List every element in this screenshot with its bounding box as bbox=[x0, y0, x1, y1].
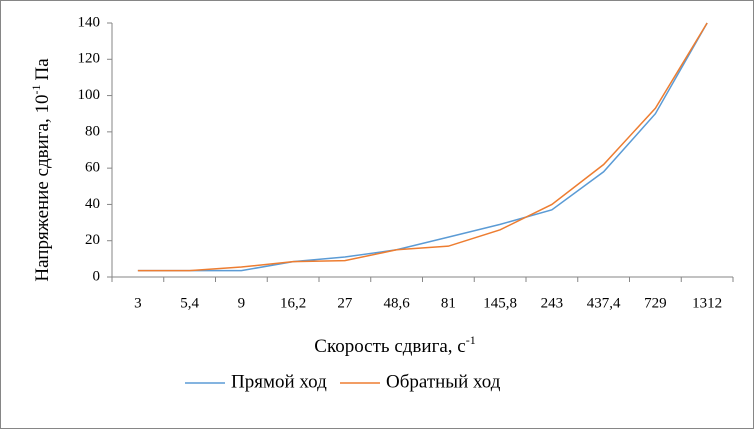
x-tick-label: 729 bbox=[644, 295, 667, 311]
y-tick-label: 100 bbox=[78, 87, 101, 103]
y-tick-label: 80 bbox=[85, 123, 100, 139]
legend-label: Прямой ход bbox=[231, 371, 327, 392]
x-tick-label: 9 bbox=[238, 295, 246, 311]
y-tick-label: 60 bbox=[85, 160, 100, 176]
x-tick-label: 145,8 bbox=[483, 295, 517, 311]
y-axis-title: Напряжение сдвига, 10-1 Па bbox=[29, 58, 54, 282]
x-tick-label: 5,4 bbox=[180, 295, 199, 311]
y-tick-label: 40 bbox=[85, 196, 100, 212]
x-axis-title: Скорость сдвига, с-1 bbox=[314, 333, 475, 358]
y-tick-label: 0 bbox=[93, 268, 101, 284]
y-tick-label: 120 bbox=[78, 51, 101, 67]
x-tick-label: 48,6 bbox=[384, 295, 411, 311]
y-title-unit: Па bbox=[32, 58, 53, 81]
x-tick-label: 27 bbox=[337, 295, 353, 311]
x-title-sup: -1 bbox=[466, 333, 476, 347]
x-tick-label: 437,4 bbox=[587, 295, 621, 311]
series-line bbox=[137, 22, 708, 272]
x-tick-label: 243 bbox=[541, 295, 564, 311]
y-tick-label: 20 bbox=[85, 232, 100, 248]
x-tick-label: 3 bbox=[134, 295, 142, 311]
x-tick-label: 1312 bbox=[692, 295, 722, 311]
x-title-main: Скорость сдвига, с bbox=[314, 336, 465, 357]
y-tick-label: 140 bbox=[78, 14, 101, 30]
x-tick-label: 81 bbox=[441, 295, 456, 311]
series-line bbox=[137, 22, 708, 272]
y-title-sup: -1 bbox=[29, 85, 43, 95]
x-tick-label: 16,2 bbox=[280, 295, 306, 311]
legend-label: Обратный ход bbox=[386, 371, 501, 392]
y-title-main: Напряжение сдвига, 10 bbox=[32, 95, 53, 282]
